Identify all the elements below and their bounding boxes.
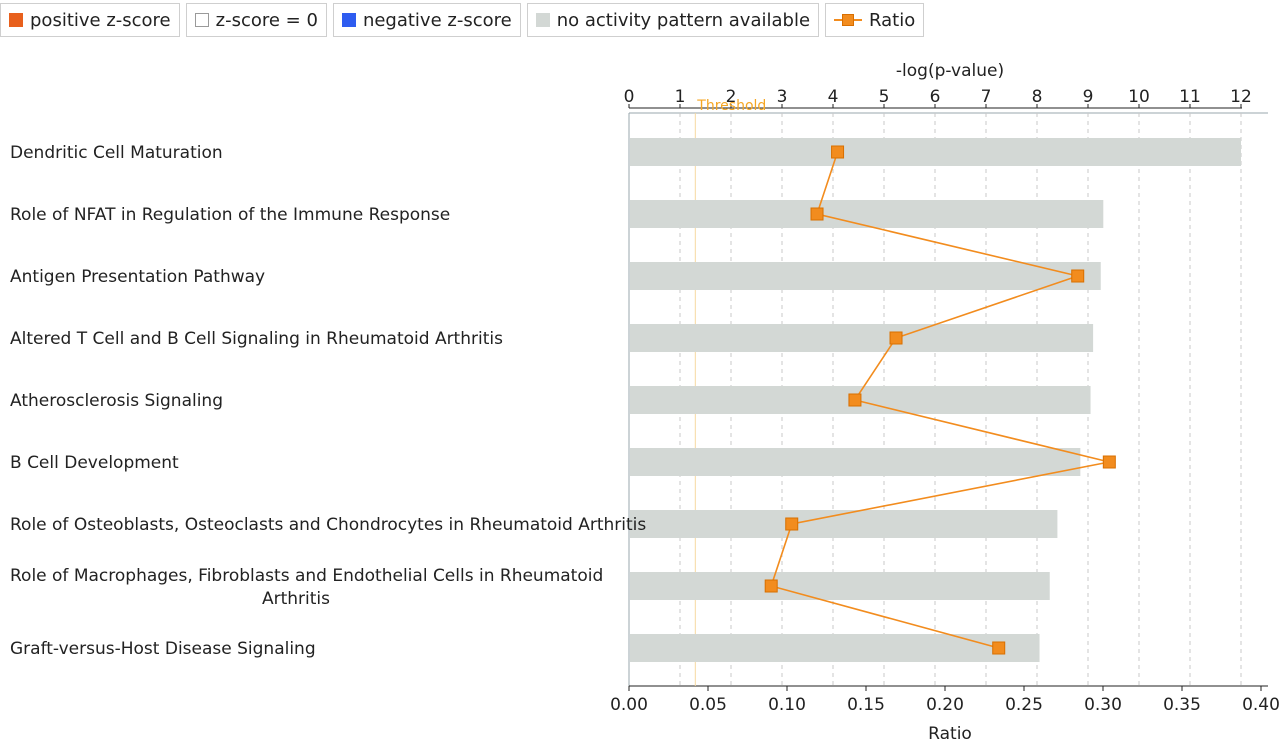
legend-item-no-activity[interactable]: no activity pattern available (526, 3, 820, 37)
ratio-point-6 (1102, 455, 1116, 469)
ratio-point-9 (992, 641, 1006, 655)
ratio-line-marker-icon (834, 13, 863, 27)
category-label: B Cell Development (10, 453, 179, 473)
legend: positive z-score z-score = 0 negative z-… (0, 0, 925, 40)
category-label: Dendritic Cell Maturation (10, 143, 223, 163)
legend-item-zero-z-score[interactable]: z-score = 0 (185, 3, 327, 37)
bottom-axis-tick-label: 0.30 (1084, 695, 1122, 715)
no-activity-swatch-icon (535, 13, 550, 27)
negative-z-score-swatch-icon (341, 13, 356, 27)
top-axis-tick-label: 5 (879, 87, 890, 107)
bottom-axis-tick-label: 0.25 (1005, 695, 1043, 715)
bottom-axis-title: Ratio (928, 724, 972, 742)
ratio-point-3 (1071, 269, 1085, 283)
threshold-label: Threshold (696, 98, 766, 114)
top-axis-tick-label: 10 (1128, 87, 1150, 107)
ratio-point-2 (810, 207, 824, 221)
legend-label-positive-z-score: positive z-score (30, 9, 171, 31)
legend-label-no-activity: no activity pattern available (556, 9, 811, 31)
top-axis-tick-label: 8 (1032, 87, 1043, 107)
category-label: Role of NFAT in Regulation of the Immune… (10, 205, 450, 225)
bottom-axis-tick-label: 0.40 (1242, 695, 1280, 715)
top-axis-tick-label: 7 (981, 87, 992, 107)
top-axis-tick-label: 11 (1179, 87, 1201, 107)
top-axis-tick-label: 6 (930, 87, 941, 107)
category-label: Antigen Presentation Pathway (10, 267, 265, 287)
legend-item-negative-z-score[interactable]: negative z-score (332, 3, 521, 37)
ratio-point-8 (764, 579, 778, 593)
zero-z-score-swatch-icon (194, 13, 209, 27)
positive-z-score-swatch-icon (9, 13, 23, 27)
top-axis-tick-label: 1 (675, 87, 686, 107)
legend-label-negative-z-score: negative z-score (362, 9, 512, 31)
bar-2 (630, 200, 1104, 228)
top-axis-tick-label: 0 (624, 87, 635, 107)
bottom-axis-tick-label: 0.10 (768, 695, 806, 715)
legend-label-zero-z-score: z-score = 0 (215, 9, 318, 31)
bottom-axis-tick-label: 0.20 (926, 695, 964, 715)
category-label: Altered T Cell and B Cell Signaling in R… (10, 329, 503, 349)
top-axis-tick-label: 12 (1230, 87, 1252, 107)
bottom-axis-tick-label: 0.35 (1163, 695, 1201, 715)
bottom-axis-tick-label: 0.15 (847, 695, 885, 715)
ratio-point-5 (848, 393, 862, 407)
bar-6 (630, 448, 1081, 476)
ratio-point-1 (831, 145, 845, 159)
category-label: Role of Osteoblasts, Osteoclasts and Cho… (10, 515, 646, 535)
legend-item-ratio[interactable]: Ratio (825, 3, 925, 37)
category-label: Role of Macrophages, Fibroblasts and End… (10, 566, 603, 586)
category-label: Atherosclerosis Signaling (10, 391, 223, 411)
ratio-point-7 (785, 517, 799, 531)
category-label: Graft-versus-Host Disease Signaling (10, 639, 316, 659)
ratio-point-4 (889, 331, 903, 345)
legend-item-positive-z-score[interactable]: positive z-score (0, 3, 180, 37)
bar-3 (630, 262, 1101, 290)
bar-4 (630, 324, 1094, 352)
category-label-continued: Arthritis (262, 589, 330, 609)
legend-label-ratio: Ratio (869, 9, 916, 31)
bottom-axis-tick-label: 0.00 (610, 695, 648, 715)
bar-9 (630, 634, 1040, 662)
top-axis-title: -log(p-value) (896, 61, 1004, 81)
bar-8 (630, 572, 1050, 600)
top-axis-tick-label: 9 (1083, 87, 1094, 107)
top-axis-tick-label: 3 (777, 87, 788, 107)
bottom-axis-tick-label: 0.05 (689, 695, 727, 715)
top-axis-tick-label: 4 (828, 87, 839, 107)
bar-1 (630, 138, 1241, 166)
top-axis-tick-label: 2 (726, 87, 737, 107)
